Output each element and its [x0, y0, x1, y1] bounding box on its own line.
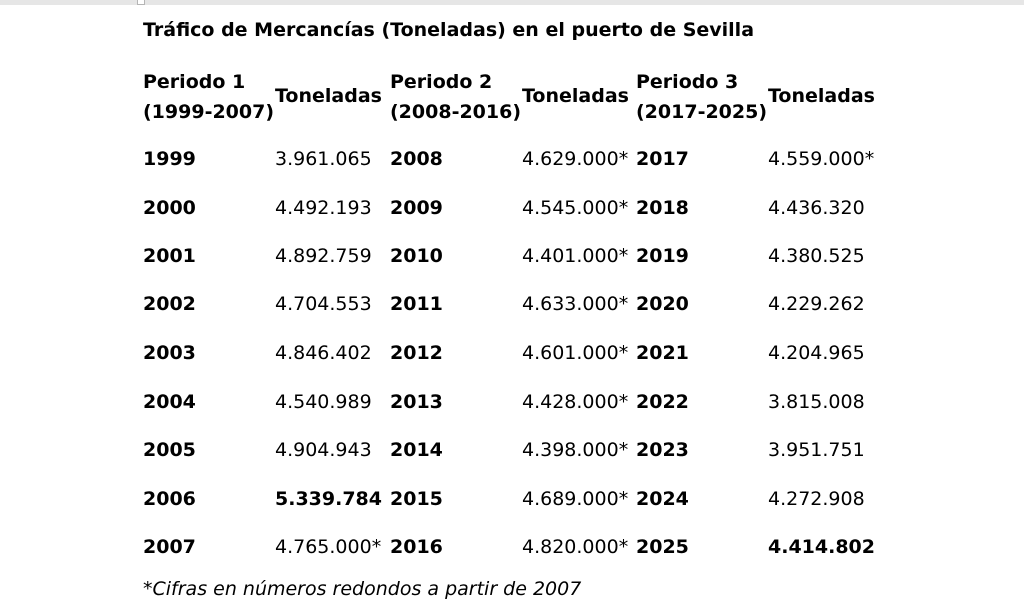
year-cell: 2022: [636, 391, 689, 413]
tons-cell: 4.401.000*: [522, 245, 629, 267]
year-cell: 2021: [636, 342, 689, 364]
table-row: 2001 4.892.759 2010 4.401.000* 2019 4.38…: [143, 241, 903, 271]
resize-handle[interactable]: [137, 0, 145, 5]
tons-cell: 4.380.525: [768, 245, 865, 267]
tons-cell: 4.204.965: [768, 342, 865, 364]
year-cell: 2011: [390, 293, 443, 315]
year-cell: 2020: [636, 293, 689, 315]
table-row: 2002 4.704.553 2011 4.633.000* 2020 4.22…: [143, 289, 903, 319]
tons-cell: 4.689.000*: [522, 488, 629, 510]
year-cell: 1999: [143, 148, 196, 170]
document-title: Tráfico de Mercancías (Toneladas) en el …: [143, 19, 755, 41]
year-cell: 2018: [636, 197, 689, 219]
year-cell: 2014: [390, 439, 443, 461]
header-period-3: Periodo 3 (2017-2025): [636, 71, 768, 123]
year-cell: 2000: [143, 197, 196, 219]
year-cell: 2012: [390, 342, 443, 364]
tons-cell: 4.601.000*: [522, 342, 629, 364]
year-cell: 2009: [390, 197, 443, 219]
tons-cell: 3.961.065: [275, 148, 372, 170]
table-row: 2000 4.492.193 2009 4.545.000* 2018 4.43…: [143, 193, 903, 223]
year-cell: 2010: [390, 245, 443, 267]
year-cell: 2023: [636, 439, 689, 461]
year-cell: 2019: [636, 245, 689, 267]
tons-cell: 4.428.000*: [522, 391, 629, 413]
tons-cell: 4.272.908: [768, 488, 865, 510]
tons-cell: 4.904.943: [275, 439, 372, 461]
tons-cell: 4.492.193: [275, 197, 372, 219]
table-row: 1999 3.961.065 2008 4.629.000* 2017 4.55…: [143, 144, 903, 174]
tons-cell-highlight: 4.414.802: [768, 536, 875, 558]
tons-cell: 4.765.000*: [275, 536, 382, 558]
tons-cell: 4.398.000*: [522, 439, 629, 461]
header-period-1: Periodo 1 (1999-2007): [143, 71, 275, 123]
year-cell: 2025: [636, 536, 689, 558]
tons-cell: 4.629.000*: [522, 148, 629, 170]
year-cell: 2016: [390, 536, 443, 558]
year-cell: 2008: [390, 148, 443, 170]
year-cell: 2006: [143, 488, 196, 510]
table-row: 2003 4.846.402 2012 4.601.000* 2021 4.20…: [143, 338, 903, 368]
header-period-2: Periodo 2 (2008-2016): [390, 71, 522, 123]
tons-cell: 4.846.402: [275, 342, 372, 364]
table-row: 2006 5.339.784 2015 4.689.000* 2024 4.27…: [143, 484, 903, 514]
table-row: 2007 4.765.000* 2016 4.820.000* 2025 4.4…: [143, 532, 903, 562]
year-cell: 2015: [390, 488, 443, 510]
tons-cell: 4.229.262: [768, 293, 865, 315]
year-cell: 2017: [636, 148, 689, 170]
tons-cell: 4.633.000*: [522, 293, 629, 315]
tons-cell: 4.436.320: [768, 197, 865, 219]
tons-cell: 4.559.000*: [768, 148, 875, 170]
tons-cell: 4.892.759: [275, 245, 372, 267]
window-top-bar: [0, 0, 1024, 5]
year-cell: 2024: [636, 488, 689, 510]
tons-cell: 4.704.553: [275, 293, 372, 315]
tons-cell-highlight: 5.339.784: [275, 488, 382, 510]
year-cell: 2004: [143, 391, 196, 413]
year-cell: 2005: [143, 439, 196, 461]
year-cell: 2002: [143, 293, 196, 315]
header-tons-1: Toneladas: [275, 85, 382, 107]
table-row: 2005 4.904.943 2014 4.398.000* 2023 3.95…: [143, 435, 903, 465]
year-cell: 2003: [143, 342, 196, 364]
tons-cell: 4.540.989: [275, 391, 372, 413]
tons-cell: 4.820.000*: [522, 536, 629, 558]
year-cell: 2001: [143, 245, 196, 267]
tons-cell: 3.815.008: [768, 391, 865, 413]
footnote: *Cifras en números redondos a partir de …: [143, 578, 582, 600]
year-cell: 2013: [390, 391, 443, 413]
table-row: 2004 4.540.989 2013 4.428.000* 2022 3.81…: [143, 387, 903, 417]
tons-cell: 3.951.751: [768, 439, 865, 461]
header-tons-2: Toneladas: [522, 85, 629, 107]
year-cell: 2007: [143, 536, 196, 558]
tons-cell: 4.545.000*: [522, 197, 629, 219]
header-tons-3: Toneladas: [768, 85, 875, 107]
